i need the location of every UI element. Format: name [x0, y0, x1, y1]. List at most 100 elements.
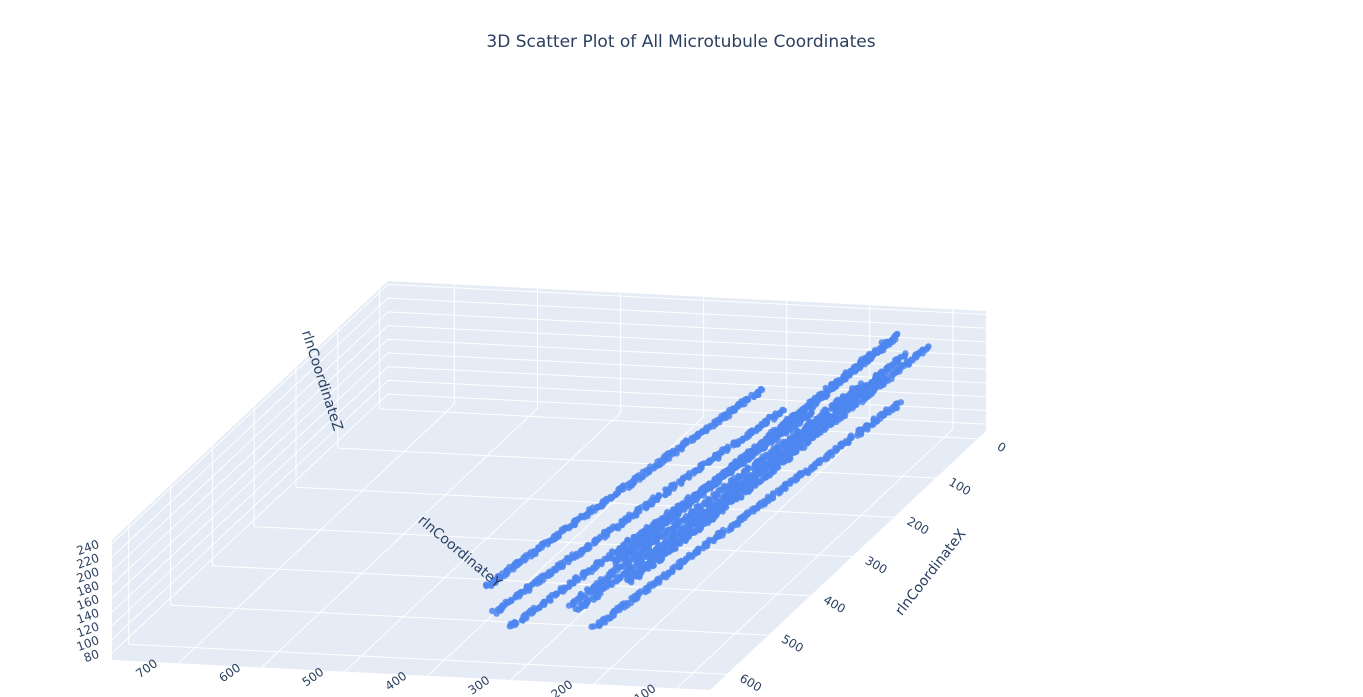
data-point: [638, 539, 646, 546]
data-point: [829, 405, 836, 412]
data-point: [545, 572, 553, 579]
x-axis-title: rlnCoordinateX: [892, 526, 969, 619]
data-point: [544, 541, 551, 548]
x-gridline: [379, 408, 978, 440]
data-point: [637, 568, 644, 575]
data-point: [795, 439, 802, 446]
data-point: [725, 527, 732, 534]
data-point: [588, 508, 595, 516]
data-point: [654, 496, 661, 503]
data-point: [575, 606, 582, 613]
wall-gridline: [111, 325, 389, 585]
z-tick-label: 80: [82, 647, 101, 665]
data-point: [764, 454, 772, 462]
x-tick-label: 500: [779, 632, 806, 656]
y-gridline: [178, 403, 455, 664]
wall-gridline: [111, 284, 389, 544]
data-point: [483, 582, 490, 590]
data-point: [710, 537, 717, 545]
data-point: [705, 508, 713, 515]
data-point: [588, 623, 595, 630]
data-point: [810, 420, 817, 427]
data-point: [854, 432, 861, 439]
data-point: [759, 456, 767, 464]
data-point: [678, 480, 685, 487]
data-point: [506, 623, 513, 630]
x-tick-label: 100: [946, 475, 973, 499]
data-point: [859, 398, 866, 406]
x-gridline: [170, 604, 769, 636]
data-point: [565, 558, 572, 566]
data-point: [493, 610, 500, 617]
data-point: [552, 592, 559, 599]
data-point: [614, 567, 621, 574]
data-point: [653, 539, 660, 546]
data-point: [675, 563, 682, 571]
data-point: [606, 615, 613, 622]
data-point: [613, 578, 620, 585]
wall-gridline: [111, 297, 389, 558]
data-point: [768, 439, 775, 446]
data-point: [625, 484, 633, 491]
data-point: [603, 555, 610, 563]
data-point: [815, 396, 822, 403]
data-point: [518, 616, 526, 624]
chart-title: 3D Scatter Plot of All Microtubule Coord…: [486, 32, 875, 52]
wall-gridline: [111, 366, 389, 627]
data-point: [770, 416, 778, 423]
data-point: [662, 491, 669, 498]
y-gridline: [593, 424, 871, 685]
data-point: [689, 437, 697, 444]
data-point: [730, 442, 737, 449]
wall-gridline: [111, 393, 389, 654]
scatter-points: [482, 330, 932, 630]
data-point: [668, 543, 676, 550]
data-point: [775, 490, 783, 497]
x-gridline: [295, 486, 895, 518]
data-point: [678, 446, 685, 453]
wall-gridline: [387, 311, 987, 343]
data-point: [629, 536, 636, 544]
x-tick-label: 200: [905, 514, 932, 538]
data-point: [512, 621, 519, 628]
data-point: [750, 393, 758, 400]
data-point: [580, 574, 587, 581]
data-point: [874, 349, 881, 356]
wall-gridline: [111, 380, 389, 640]
data-point: [590, 540, 598, 547]
wall-gridline: [111, 311, 389, 572]
data-point: [799, 435, 806, 442]
x-tick-label: 300: [863, 553, 890, 577]
data-point: [547, 597, 554, 604]
data-point: [822, 456, 829, 463]
wall-gridline: [387, 366, 987, 398]
wall-gridline: [111, 352, 389, 613]
data-point: [829, 413, 836, 421]
x-tick-label: 400: [821, 593, 848, 617]
y-gridline: [344, 412, 621, 673]
back-wall-pane-1: [112, 281, 388, 660]
data-point: [804, 468, 811, 476]
data-point: [680, 516, 687, 523]
data-point: [710, 495, 718, 502]
data-point: [806, 431, 813, 439]
scene-panes: [112, 281, 986, 690]
data-point: [729, 464, 736, 472]
data-point: [569, 601, 576, 608]
data-point: [702, 514, 709, 521]
data-point: [703, 427, 710, 435]
x-gridline: [337, 447, 936, 479]
data-point: [750, 465, 757, 472]
data-point: [851, 366, 859, 373]
data-point: [878, 344, 885, 352]
data-point: [705, 459, 713, 466]
y-gridline: [676, 428, 954, 689]
data-point: [646, 532, 653, 540]
data-point: [528, 553, 535, 560]
wall-gridline: [387, 283, 987, 315]
x-gridline: [128, 643, 727, 675]
x-gridline: [212, 565, 811, 597]
data-point: [792, 477, 799, 484]
data-point: [590, 596, 597, 603]
